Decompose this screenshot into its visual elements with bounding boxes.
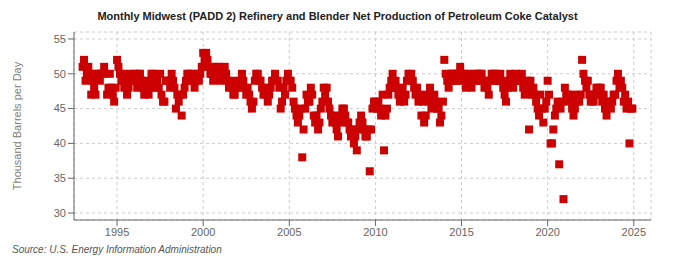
svg-text:2025: 2025 bbox=[622, 226, 646, 238]
svg-text:2020: 2020 bbox=[535, 226, 559, 238]
svg-text:45: 45 bbox=[54, 102, 66, 114]
svg-text:50: 50 bbox=[54, 68, 66, 80]
html-text:Source: U.S. Energy Informatio: Source: U.S. Energy Information Administ… bbox=[12, 244, 222, 255]
svg-text:2010: 2010 bbox=[363, 226, 387, 238]
svg-text:2015: 2015 bbox=[449, 226, 473, 238]
html-text:Monthly Midwest (PADD 2) Refin: Monthly Midwest (PADD 2) Refinery and Bl… bbox=[97, 10, 578, 22]
svg-text:Thousand Barrels per Day: Thousand Barrels per Day bbox=[11, 61, 23, 190]
svg-text:1995: 1995 bbox=[105, 226, 129, 238]
svg-text:30: 30 bbox=[54, 207, 66, 219]
svg-text:2000: 2000 bbox=[191, 226, 215, 238]
svg-text:2005: 2005 bbox=[277, 226, 301, 238]
svg-text:40: 40 bbox=[54, 137, 66, 149]
svg-text:35: 35 bbox=[54, 172, 66, 184]
svg-text:55: 55 bbox=[54, 33, 66, 45]
